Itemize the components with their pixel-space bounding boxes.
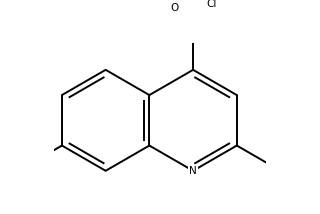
Text: N: N [189,166,197,176]
Text: Cl: Cl [207,0,217,9]
Text: O: O [171,3,179,13]
